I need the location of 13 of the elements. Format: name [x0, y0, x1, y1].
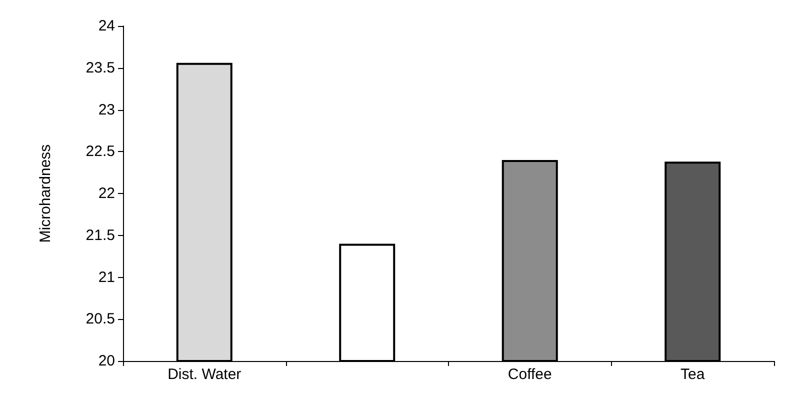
y-tick-label: 24: [98, 18, 115, 34]
y-tick-label: 22: [98, 185, 115, 202]
y-tick-label: 22.5: [86, 143, 115, 160]
y-tick-label: 21: [98, 268, 115, 286]
x-tick-label: Coffee: [508, 366, 552, 383]
y-tick-label: 23: [98, 101, 115, 118]
y-tick-label: 21.5: [86, 226, 115, 244]
x-tick-label: Dist. Water: [168, 366, 242, 383]
y-axis-title: Microhardness: [37, 144, 54, 243]
x-tick-label: Tea: [680, 366, 706, 383]
y-tick-label: 20: [98, 352, 115, 370]
y-tick-label: 23.5: [86, 59, 115, 76]
y-tick-label: 20.5: [86, 310, 115, 328]
